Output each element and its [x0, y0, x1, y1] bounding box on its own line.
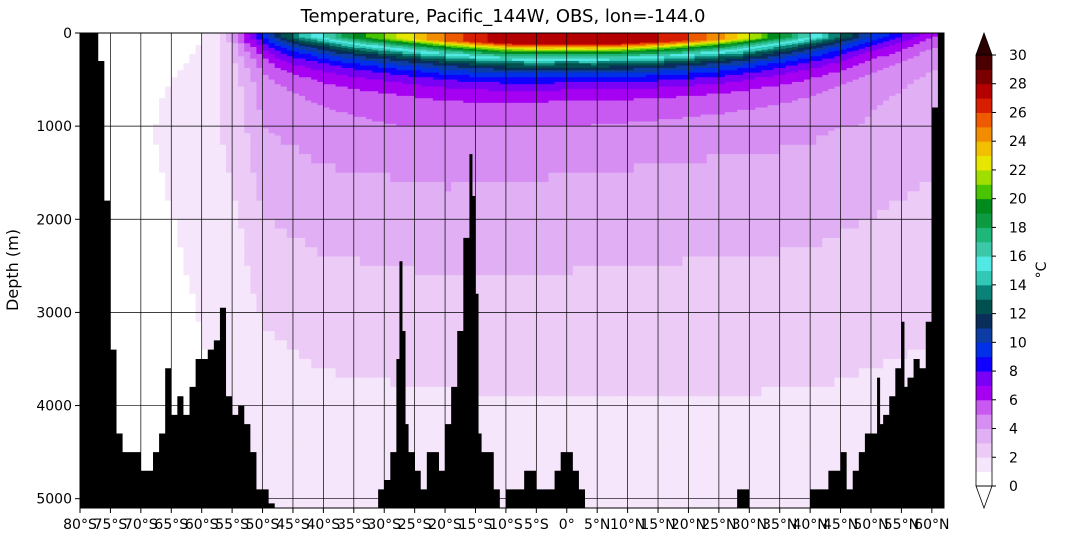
x-tick-label: 40°N — [792, 517, 827, 533]
plot-frame — [79, 32, 945, 509]
colorbar-swatch — [976, 169, 992, 185]
colorbar-swatch — [976, 112, 992, 128]
x-tick-label: 25°N — [701, 517, 736, 533]
colorbar-swatch — [976, 141, 992, 157]
colorbar-swatch — [976, 356, 992, 372]
colorbar-over-extension — [975, 31, 993, 56]
colorbar-swatch — [976, 227, 992, 243]
x-tick-label: 55°N — [884, 517, 919, 533]
colorbar-tick-label: 22 — [1009, 163, 1027, 179]
x-tick-label: 50°N — [853, 517, 888, 533]
chart-title: Temperature, Pacific_144W, OBS, lon=-144… — [300, 6, 706, 27]
x-tick-label: 45°S — [276, 517, 310, 533]
colorbar-tick-label: 30 — [1009, 48, 1027, 64]
colorbar-swatch — [976, 327, 992, 343]
x-tick-label: 60°N — [914, 517, 949, 533]
colorbar-swatch — [976, 155, 992, 171]
colorbar-swatch — [976, 256, 992, 271]
colorbar-swatch — [976, 270, 992, 286]
x-tick-label: 5°N — [584, 517, 610, 533]
seafloor-shape — [80, 33, 944, 508]
x-tick-label: 10°N — [610, 517, 645, 533]
colorbar-swatch — [976, 428, 992, 444]
x-tick-label: 35°S — [337, 517, 371, 533]
colorbar-swatch — [976, 126, 992, 142]
x-tick-label: 55°S — [215, 517, 249, 533]
y-tick-label: 3000 — [36, 305, 72, 321]
colorbar-tick-label: 24 — [1009, 134, 1027, 150]
y-tick-label: 5000 — [36, 492, 72, 508]
colorbar-under-extension — [975, 485, 993, 510]
colorbar-tick-label: 0 — [1009, 479, 1018, 495]
colorbar-swatch — [976, 299, 992, 315]
colorbar-tick-label: 10 — [1009, 335, 1027, 351]
colorbar-swatch — [976, 241, 992, 257]
y-tick-label: 1000 — [36, 119, 72, 135]
colorbar-tick-label: 8 — [1009, 364, 1018, 380]
x-tick-label: 75°S — [94, 517, 128, 533]
x-axis: 80°S75°S70°S65°S60°S55°S50°S45°S40°S35°S… — [63, 508, 949, 533]
temperature-heatmap — [80, 33, 944, 508]
x-tick-label: 20°S — [428, 517, 462, 533]
x-tick-label: 70°S — [124, 517, 158, 533]
colorbar-tick-label: 16 — [1009, 249, 1027, 265]
colorbar-swatch — [976, 55, 992, 70]
colorbar-swatch — [976, 83, 992, 99]
seafloor-mask — [80, 33, 944, 508]
x-tick-label: 65°S — [154, 517, 188, 533]
colorbar-tick-label: 12 — [1009, 307, 1027, 323]
plot-area — [79, 32, 945, 509]
colorbar-frame — [975, 54, 993, 487]
x-tick-label: 15°S — [459, 517, 493, 533]
x-tick-label: 30°S — [367, 517, 401, 533]
y-tick-label: 4000 — [36, 399, 72, 415]
x-tick-label: 60°S — [185, 517, 219, 533]
colorbar-tick-label: 14 — [1009, 278, 1027, 294]
colorbar-swatch — [976, 385, 992, 401]
colorbar-swatch — [976, 471, 992, 487]
x-tick-label: 0° — [559, 517, 575, 533]
colorbar-swatch — [976, 399, 992, 415]
colorbar-tick-label: 18 — [1009, 220, 1027, 236]
colorbar-tick-label: 2 — [1009, 450, 1018, 466]
x-tick-label: 50°S — [246, 517, 280, 533]
colorbar-swatch — [976, 457, 992, 473]
x-tick-label: 30°N — [732, 517, 767, 533]
colorbar-swatch — [976, 198, 992, 214]
colorbar-swatch — [976, 442, 992, 458]
colorbar-swatch — [976, 371, 992, 386]
x-tick-label: 45°N — [823, 517, 858, 533]
colorbar-label: °C — [1034, 261, 1050, 278]
colorbar-swatch — [976, 184, 992, 200]
colorbar-tick-label: 26 — [1009, 105, 1027, 121]
y-axis-label: Depth (m) — [3, 229, 22, 311]
colorbar-tick-label: 28 — [1009, 77, 1027, 93]
x-tick-label: 5°S — [524, 517, 549, 533]
colorbar-tick-label: 6 — [1009, 393, 1018, 409]
grid-lines — [80, 33, 944, 508]
x-tick-label: 10°S — [489, 517, 523, 533]
colorbar-swatch — [976, 414, 992, 430]
colorbar-swatch — [976, 342, 992, 358]
y-axis: 0 1000 2000 3000 4000 5000 — [36, 26, 80, 508]
colorbar-swatch — [976, 69, 992, 85]
colorbar-swatch — [976, 284, 992, 300]
x-tick-label: 40°S — [307, 517, 341, 533]
x-tick-label: 80°S — [63, 517, 97, 533]
colorbar-tick-label: 4 — [1009, 422, 1018, 438]
y-tick-label: 2000 — [36, 212, 72, 228]
colorbar-swatch — [976, 213, 992, 228]
x-tick-label: 35°N — [762, 517, 797, 533]
colorbar-swatch — [976, 313, 992, 329]
colorbar-swatch — [976, 98, 992, 113]
x-tick-label: 15°N — [640, 517, 675, 533]
x-tick-label: 20°N — [671, 517, 706, 533]
colorbar-tick-label: 20 — [1009, 192, 1027, 208]
x-tick-label: 25°S — [398, 517, 432, 533]
y-tick-label: 0 — [63, 26, 72, 42]
